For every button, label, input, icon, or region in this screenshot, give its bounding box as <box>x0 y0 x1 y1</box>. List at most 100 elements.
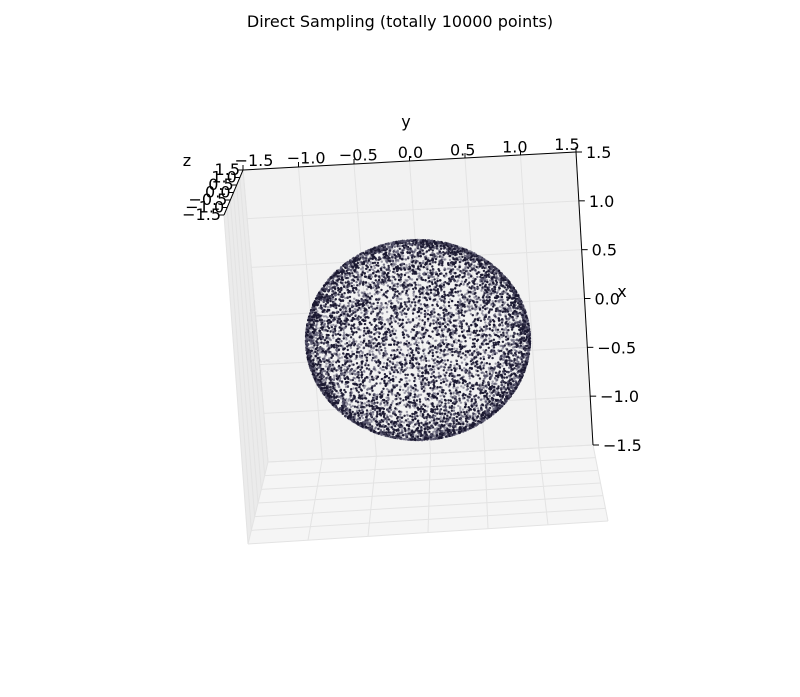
scatter-point <box>398 366 401 370</box>
scatter-point <box>429 253 432 257</box>
scatter-point <box>331 296 335 299</box>
scatter-point <box>349 336 353 339</box>
scatter-point <box>402 336 406 339</box>
scatter-point <box>492 305 495 308</box>
scatter-point <box>496 294 499 298</box>
scatter-point <box>346 310 349 313</box>
scatter-point <box>459 334 462 337</box>
scatter-point <box>337 293 340 296</box>
scatter-point <box>444 306 447 309</box>
scatter-point <box>484 321 487 324</box>
scatter-point <box>363 327 366 330</box>
scatter-point <box>444 335 448 339</box>
scatter-point <box>469 312 473 316</box>
scatter-point <box>432 433 435 436</box>
scatter-point <box>390 415 393 418</box>
scatter-point <box>423 323 426 326</box>
scatter-point <box>488 362 491 366</box>
scatter-point <box>450 406 453 410</box>
scatter-point <box>396 361 399 364</box>
scatter-point <box>329 299 332 303</box>
scatter-point <box>463 300 467 304</box>
scatter-point <box>418 377 421 381</box>
scatter-point <box>413 255 416 258</box>
scatter-point <box>460 385 463 388</box>
scatter-point <box>437 274 440 277</box>
scatter-point <box>339 410 343 414</box>
scatter-point <box>333 376 336 380</box>
scatter-point <box>423 321 427 324</box>
scatter-point <box>323 355 327 358</box>
scatter-point <box>479 304 482 307</box>
scatter-point <box>496 331 499 334</box>
scatter-point <box>420 359 423 362</box>
scatter-point <box>390 325 393 328</box>
scatter-point <box>467 266 470 269</box>
scatter-point <box>429 335 432 338</box>
scatter-point <box>403 307 406 310</box>
scatter-point <box>412 399 416 402</box>
scatter-point <box>315 327 318 330</box>
scatter-point <box>422 358 425 362</box>
scatter-point <box>451 354 454 357</box>
scatter-point <box>447 304 451 308</box>
scatter-point <box>468 264 471 268</box>
scatter-point <box>387 264 390 268</box>
scatter-point <box>376 342 379 346</box>
scatter-point <box>442 311 445 315</box>
scatter-point <box>351 350 354 353</box>
scatter-point <box>413 390 416 393</box>
scatter-point <box>315 336 318 340</box>
scatter-point <box>444 392 447 395</box>
scatter-point <box>422 290 425 293</box>
scatter-point <box>357 293 360 296</box>
scatter-point <box>415 278 419 281</box>
scatter-point <box>380 260 383 263</box>
scatter-point <box>373 341 377 345</box>
scatter-point <box>385 291 388 295</box>
scatter-point <box>414 259 417 262</box>
scatter-point <box>436 407 439 411</box>
grid-line <box>223 214 249 545</box>
scatter-point <box>493 304 497 307</box>
scatter-point <box>446 317 450 320</box>
scatter-point <box>443 293 446 296</box>
scatter-point <box>415 414 418 417</box>
scatter-point <box>359 328 362 332</box>
scatter-point <box>408 354 412 357</box>
scatter-point <box>395 343 399 346</box>
scatter-point <box>382 333 385 336</box>
scatter-point <box>442 253 445 257</box>
scatter-point <box>463 413 467 416</box>
scatter-point <box>345 397 348 401</box>
scatter-point <box>337 332 340 336</box>
scatter-point <box>433 311 436 314</box>
scatter-point <box>368 353 372 357</box>
scatter-point <box>368 380 371 383</box>
scatter-point <box>474 334 477 338</box>
scatter-point <box>374 279 377 282</box>
scatter-point <box>468 349 472 352</box>
scatter-point <box>522 335 525 338</box>
scatter-point <box>415 366 418 369</box>
scatter-point <box>485 370 488 374</box>
scatter-point <box>373 307 376 310</box>
scatter-point <box>419 287 422 290</box>
scatter-point <box>460 368 464 372</box>
scatter-point <box>464 393 467 397</box>
scatter-point <box>461 381 465 385</box>
scatter-points <box>304 238 532 442</box>
scatter-point <box>463 298 466 301</box>
scatter-point <box>334 298 337 301</box>
scatter-point <box>328 370 332 373</box>
scatter-point <box>435 293 438 297</box>
scatter-point <box>352 331 355 334</box>
scatter-point <box>417 341 420 344</box>
scatter-point <box>393 284 397 288</box>
scatter-point <box>342 352 345 355</box>
scatter-point <box>368 351 371 355</box>
scatter-point <box>406 403 409 406</box>
scatter-point <box>427 359 431 362</box>
scatter-point <box>419 357 423 360</box>
scatter-point <box>380 306 383 309</box>
